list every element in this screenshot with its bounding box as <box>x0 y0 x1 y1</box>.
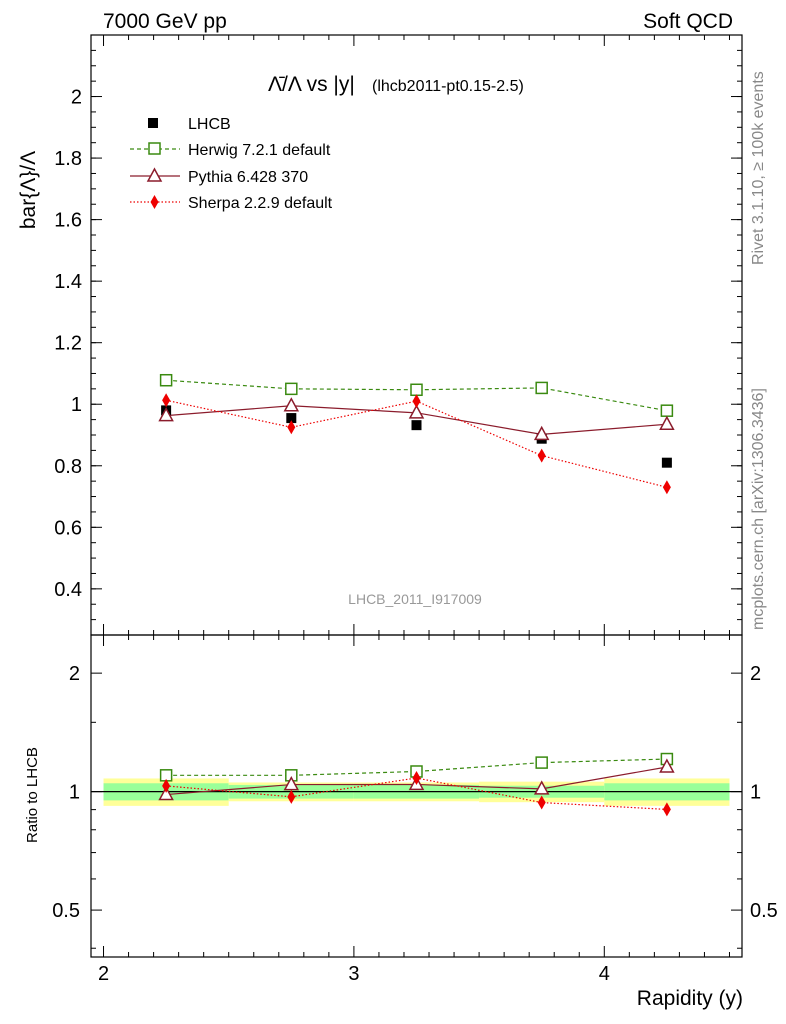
legend-sherpa-label: Sherpa 2.2.9 default <box>188 195 333 212</box>
side-text-rivet: Rivet 3.1.10, ≥ 100k events <box>750 71 767 265</box>
side-text-mcplots: mcplots.cern.ch [arXiv:1306.3436] <box>750 388 767 630</box>
main-herwig-point <box>660 404 674 417</box>
ratio-sherpa-point <box>412 770 421 785</box>
main-herwig-point <box>159 373 173 387</box>
ratio-pythia-point <box>283 776 300 791</box>
legend-pythia-label: Pythia 6.428 370 <box>188 169 308 186</box>
analysis-watermark: LHCB_2011_I917009 <box>348 591 482 607</box>
x-tick-label: 3 <box>348 963 359 985</box>
main-y-tick-label: 0.6 <box>54 517 82 539</box>
main-lhcb-point <box>411 420 422 431</box>
legend: LHCB Herwig 7.2.1 default Pythia 6.428 3… <box>130 116 333 212</box>
main-y-tick-label: 1.8 <box>54 148 82 170</box>
ratio-y-tick-label-right: 0.5 <box>750 900 778 922</box>
ratio-plot-frame <box>90 634 743 958</box>
main-y-tick-label: 0.4 <box>54 579 82 601</box>
legend-pythia-marker <box>146 167 163 182</box>
ratio-sherpa-point <box>162 778 171 793</box>
main-pythia-point <box>283 397 300 412</box>
main-pythia-point <box>158 407 174 422</box>
main-sherpa-point <box>537 448 546 463</box>
ratio-y-tick-label-right: 1 <box>750 782 761 804</box>
main-title: Λ̄/Λ vs |y| <box>268 73 355 96</box>
legend-sherpa-marker <box>150 195 159 209</box>
main-pythia-point <box>533 425 550 441</box>
legend-herwig-label: Herwig 7.2.1 default <box>188 142 331 159</box>
main-subtitle: (lhcb2011-pt0.15-2.5) <box>372 78 524 95</box>
header-process: Soft QCD <box>643 10 733 33</box>
ratio-y-tick-label: 1 <box>69 782 80 804</box>
ratio-pythia-point <box>659 758 675 773</box>
x-tick-label: 2 <box>98 963 109 985</box>
main-herwig-point <box>535 381 548 395</box>
main-herwig-point <box>285 382 298 396</box>
ratio-sherpa-point <box>662 802 671 817</box>
main-lhcb-point <box>661 457 672 468</box>
ratio-pythia-point <box>158 785 174 801</box>
main-y-tick-label: 0.8 <box>54 456 82 478</box>
legend-lhcb-marker <box>148 118 158 128</box>
ratio-pythia-point <box>533 780 550 795</box>
header-energy: 7000 GeV pp <box>103 10 227 33</box>
main-y-tick-label: 1.4 <box>54 271 82 293</box>
ratio-sherpa-point <box>537 795 546 810</box>
main-y-axis-label: bar{Λ}/Λ <box>17 151 40 229</box>
main-y-tick-label: 2 <box>71 87 82 109</box>
main-plot-panel: 0.4 0.6 0.8 1 1.2 1.4 1.6 1.8 2 <box>54 34 743 636</box>
ratio-sherpa-point <box>287 789 296 804</box>
ratio-y-tick-label-right: 2 <box>750 663 761 685</box>
ratio-y-tick-label: 2 <box>69 663 80 685</box>
main-sherpa-point <box>412 394 421 409</box>
ratio-plot-panel: 2 3 4 0.5 0.5 1 1 2 2 <box>52 634 778 985</box>
main-y-tick-label: 1.6 <box>54 210 82 232</box>
ratio-y-tick-label: 0.5 <box>52 900 80 922</box>
main-sherpa-point <box>287 420 296 435</box>
main-y-tick-label: 1 <box>71 394 82 416</box>
main-sherpa-point <box>662 480 671 495</box>
main-lhcb-point <box>286 413 297 424</box>
main-pythia-point <box>659 415 675 430</box>
ratio-y-axis-label: Ratio to LHCB <box>24 747 41 843</box>
legend-herwig-marker <box>148 142 161 155</box>
x-tick-label: 4 <box>599 963 610 985</box>
main-sherpa-point <box>162 393 171 408</box>
main-herwig-point <box>410 383 423 397</box>
main-y-tick-label: 1.2 <box>54 333 82 355</box>
ratio-herwig-point <box>535 756 548 769</box>
x-axis-label: Rapidity (y) <box>637 987 743 1010</box>
main-pythia-point <box>408 404 425 419</box>
legend-lhcb-label: LHCB <box>188 116 231 133</box>
